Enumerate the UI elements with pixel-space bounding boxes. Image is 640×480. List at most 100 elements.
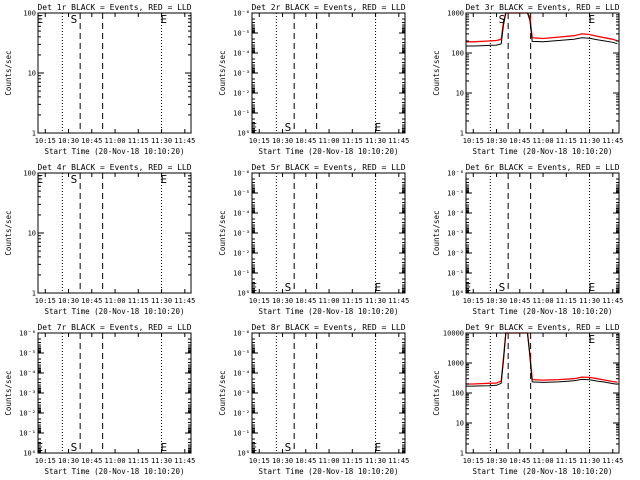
- y-tick-label: 10⁻¹: [19, 430, 36, 438]
- x-tick-label: 11:45: [174, 137, 195, 145]
- y-tick-label: 10⁰: [237, 290, 250, 298]
- y-tick-label: 10⁻²: [19, 410, 36, 418]
- panel-title: Det 3r BLACK = Events, RED = LLD: [465, 3, 619, 12]
- y-tick-label: 10⁻²: [233, 90, 250, 98]
- y-tick-label: 10⁻⁵: [19, 350, 36, 358]
- plot-frame: [465, 332, 620, 454]
- x-tick-label: 11:45: [388, 297, 409, 305]
- x-axis-label: Start Time (20-Nov-18 10:10:20): [473, 467, 613, 476]
- x-tick-label: 10:30: [58, 137, 79, 145]
- y-tick-label: 10⁻⁵: [447, 190, 464, 198]
- y-tick-label: 10⁻⁴: [233, 50, 250, 58]
- marker-e: E: [375, 441, 382, 454]
- y-tick-label: 10: [456, 90, 464, 98]
- y-tick-label: 10⁻³: [19, 390, 36, 398]
- marker-s: S: [285, 121, 292, 134]
- y-axis-label: Counts/sec: [4, 50, 13, 95]
- x-tick-label: 11:00: [105, 297, 126, 305]
- x-axis-label: Start Time (20-Nov-18 10:10:20): [259, 307, 399, 316]
- panel-6: Det 6r BLACK = Events, RED = LLD Counts/s…: [432, 163, 623, 316]
- plot-frame: [251, 332, 406, 454]
- x-tick-label: 11:00: [105, 457, 126, 465]
- x-tick-label: 11:30: [365, 137, 386, 145]
- marker-s: S: [285, 281, 292, 294]
- marker-e: E: [375, 121, 382, 134]
- y-tick-label: 1: [32, 130, 36, 138]
- x-tick-label: 11:45: [602, 457, 623, 465]
- series-line: [466, 12, 618, 43]
- panel-5: Det 5r BLACK = Events, RED = LLD Counts/s…: [218, 163, 409, 316]
- x-tick-label: 11:45: [602, 137, 623, 145]
- x-tick-label: 11:30: [579, 297, 600, 305]
- panel-title: Det 1r BLACK = Events, RED = LLD: [37, 3, 191, 12]
- panel-title: Det 8r BLACK = Events, RED = LLD: [251, 323, 405, 332]
- x-tick-label: 11:30: [151, 297, 172, 305]
- x-tick-label: 10:30: [486, 457, 507, 465]
- y-tick-label: 10⁻⁶: [447, 170, 464, 178]
- marker-s: S: [71, 441, 78, 454]
- y-tick-label: 10⁻³: [233, 390, 250, 398]
- y-tick-label: 10: [28, 70, 36, 78]
- marker-s: S: [285, 441, 292, 454]
- y-tick-label: 10: [456, 420, 464, 428]
- x-tick-label: 11:15: [556, 297, 577, 305]
- y-tick-label: 10⁻³: [233, 230, 250, 238]
- plot-frame: [251, 12, 406, 134]
- x-axis-label: Start Time (20-Nov-18 10:10:20): [259, 467, 399, 476]
- x-tick-label: 11:00: [319, 137, 340, 145]
- x-tick-label: 10:15: [249, 297, 270, 305]
- x-tick-label: 10:30: [272, 137, 293, 145]
- panel-title: Det 2r BLACK = Events, RED = LLD: [251, 3, 405, 12]
- plot-frame: [465, 172, 620, 294]
- x-tick-label: 10:15: [249, 137, 270, 145]
- y-axis-label: Counts/sec: [432, 370, 441, 415]
- x-axis-label: Start Time (20-Nov-18 10:10:20): [473, 307, 613, 316]
- x-tick-label: 10:30: [58, 297, 79, 305]
- marker-s: S: [71, 13, 78, 26]
- marker-e: E: [161, 13, 168, 26]
- y-tick-label: 10⁻⁴: [447, 210, 464, 218]
- panel-9: Det 9r BLACK = Events, RED = LLD Counts/s…: [432, 323, 623, 476]
- x-tick-label: 11:30: [365, 297, 386, 305]
- y-axis-label: Counts/sec: [218, 370, 227, 415]
- x-tick-label: 11:30: [579, 457, 600, 465]
- marker-e: E: [37, 441, 44, 454]
- panel-title: Det 4r BLACK = Events, RED = LLD: [37, 163, 191, 172]
- x-tick-label: 11:15: [342, 137, 363, 145]
- x-tick-label: 10:45: [509, 457, 530, 465]
- marker-e: E: [161, 441, 168, 454]
- marker-e: E: [251, 441, 258, 454]
- y-tick-label: 10⁰: [451, 290, 464, 298]
- y-tick-label: 10⁻⁶: [233, 330, 250, 338]
- plot-frame: [37, 12, 192, 134]
- series-line: [466, 12, 618, 47]
- y-tick-label: 10⁻⁴: [233, 370, 250, 378]
- y-tick-label: 1: [32, 290, 36, 298]
- marker-s: S: [499, 13, 506, 26]
- y-tick-label: 10⁻²: [233, 410, 250, 418]
- plot-frame: [251, 172, 406, 294]
- x-tick-label: 10:45: [295, 137, 316, 145]
- x-tick-label: 11:15: [556, 457, 577, 465]
- panel-7: Det 7r BLACK = Events, RED = LLD Counts/s…: [4, 323, 195, 476]
- marker-e: E: [589, 281, 596, 294]
- x-axis-label: Start Time (20-Nov-18 10:10:20): [45, 147, 185, 156]
- x-tick-label: 11:45: [388, 457, 409, 465]
- marker-e: E: [251, 121, 258, 134]
- panel-1: Det 1r BLACK = Events, RED = LLD Counts/s…: [4, 3, 195, 156]
- marker-e: E: [37, 13, 44, 26]
- marker-e: E: [465, 281, 472, 294]
- y-tick-label: 10⁻¹: [447, 270, 464, 278]
- y-tick-label: 10⁻⁴: [233, 210, 250, 218]
- y-tick-label: 10⁻⁵: [233, 190, 250, 198]
- x-tick-label: 11:00: [533, 137, 554, 145]
- y-tick-label: 10⁻⁵: [233, 30, 250, 38]
- y-axis-label: Counts/sec: [432, 50, 441, 95]
- y-axis-label: Counts/sec: [4, 210, 13, 255]
- y-tick-label: 1000: [447, 360, 464, 368]
- x-tick-label: 10:15: [463, 297, 484, 305]
- x-axis-label: Start Time (20-Nov-18 10:10:20): [45, 307, 185, 316]
- y-tick-label: 1: [460, 450, 464, 458]
- y-tick-label: 100: [23, 170, 36, 178]
- x-tick-label: 11:15: [342, 457, 363, 465]
